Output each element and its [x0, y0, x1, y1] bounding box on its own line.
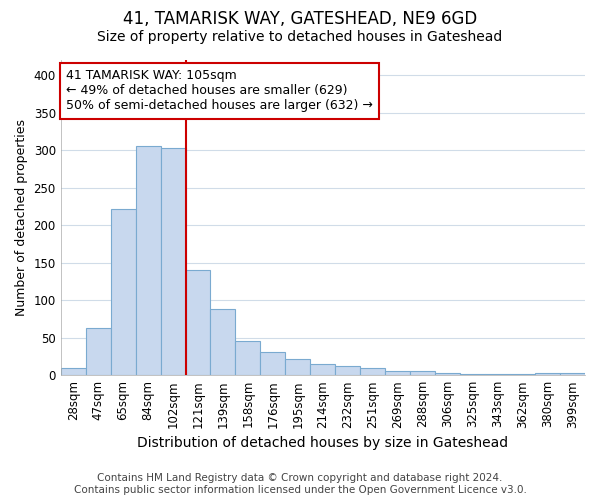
Bar: [86, 328, 110, 375]
Bar: [410, 372, 435, 375]
Bar: [235, 340, 260, 375]
Text: Contains HM Land Registry data © Crown copyright and database right 2024.
Contai: Contains HM Land Registry data © Crown c…: [74, 474, 526, 495]
Bar: [560, 373, 585, 375]
Bar: [460, 374, 485, 375]
Bar: [310, 364, 335, 375]
Bar: [211, 309, 235, 375]
Bar: [435, 373, 460, 375]
Bar: [510, 374, 535, 375]
Bar: [360, 368, 385, 375]
Bar: [286, 358, 310, 375]
Bar: [110, 210, 136, 375]
Bar: [335, 366, 360, 375]
Bar: [161, 148, 185, 375]
Bar: [535, 373, 560, 375]
Text: 41 TAMARISK WAY: 105sqm
← 49% of detached houses are smaller (629)
50% of semi-d: 41 TAMARISK WAY: 105sqm ← 49% of detache…: [66, 70, 373, 112]
Text: 41, TAMARISK WAY, GATESHEAD, NE9 6GD: 41, TAMARISK WAY, GATESHEAD, NE9 6GD: [123, 10, 477, 28]
Bar: [136, 146, 161, 375]
Text: Size of property relative to detached houses in Gateshead: Size of property relative to detached ho…: [97, 30, 503, 44]
Bar: [260, 352, 286, 375]
Bar: [61, 368, 86, 375]
Bar: [185, 270, 211, 375]
X-axis label: Distribution of detached houses by size in Gateshead: Distribution of detached houses by size …: [137, 436, 508, 450]
Bar: [385, 372, 410, 375]
Bar: [485, 374, 510, 375]
Y-axis label: Number of detached properties: Number of detached properties: [15, 119, 28, 316]
